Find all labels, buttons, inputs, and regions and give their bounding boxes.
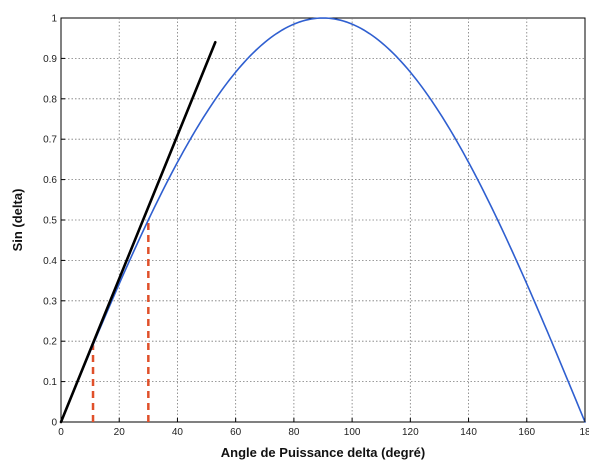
y-tick-label: 0.9 (43, 54, 57, 65)
y-tick-label: 0.5 (43, 216, 57, 227)
y-tick-label: 0.6 (43, 175, 57, 186)
x-tick-label: 100 (344, 427, 361, 438)
x-tick-label: 160 (518, 427, 535, 438)
y-tick-label: 0.8 (43, 94, 57, 105)
x-tick-label: 60 (230, 427, 242, 438)
x-axis-label: Angle de Puissance delta (degré) (221, 445, 425, 460)
y-axis-ticks: 0 0.1 0.2 0.3 0.4 0.5 0.6 0.7 0.8 0.9 1 (43, 14, 65, 429)
y-tick-label: 0.2 (43, 337, 57, 348)
y-tick-label: 0.7 (43, 135, 57, 146)
x-tick-label: 80 (288, 427, 300, 438)
x-axis-ticks: 0 20 40 60 80 100 120 140 160 18 (58, 418, 589, 438)
y-tick-label: 0.3 (43, 296, 57, 307)
x-tick-label: 20 (114, 427, 126, 438)
tangent-line (59, 40, 217, 424)
sine-curve-line (60, 17, 586, 423)
series-lines (59, 17, 586, 424)
y-axis-label: Sin (delta) (10, 189, 25, 252)
y-tick-label: 1 (51, 14, 57, 25)
x-tick-label: 18 (579, 427, 589, 438)
marker-lines (91, 220, 150, 422)
x-tick-label: 140 (460, 427, 477, 438)
x-tick-label: 40 (172, 427, 184, 438)
grid (61, 18, 585, 422)
y-tick-label: 0.1 (43, 377, 57, 388)
y-tick-label: 0.4 (43, 256, 57, 267)
x-tick-label: 0 (58, 427, 64, 438)
y-tick-label: 0 (51, 418, 57, 429)
x-tick-label: 120 (402, 427, 419, 438)
